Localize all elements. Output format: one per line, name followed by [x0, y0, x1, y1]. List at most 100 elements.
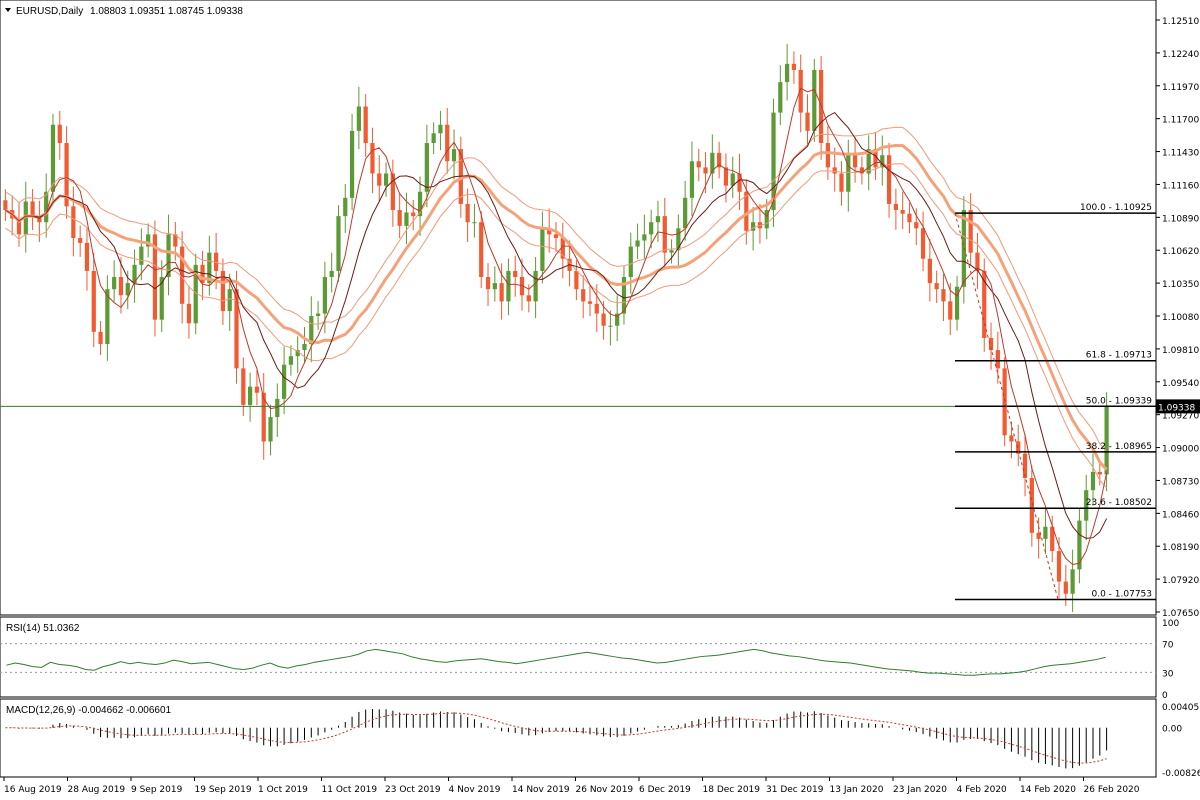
candle-bull: [105, 289, 110, 345]
price-tick-label: 1.10350: [1162, 280, 1199, 290]
candle-bear: [64, 143, 69, 207]
rsi-tick-label: 100: [1162, 619, 1179, 629]
candle-bull: [649, 222, 654, 235]
price-tick-label: 1.11430: [1162, 149, 1199, 159]
candle-bear: [574, 270, 579, 290]
candle-bull: [880, 155, 885, 168]
envelope-upper-line: [5, 126, 1107, 452]
fib-level-label: 100.0 - 1.10925: [1080, 203, 1152, 213]
time-tick-label: 6 Dec 2019: [639, 785, 691, 795]
time-tick-label: 14 Nov 2019: [512, 785, 570, 795]
candle-bear: [907, 213, 912, 223]
price-tick-label: 1.09270: [1162, 412, 1199, 422]
fib-level-label: 61.8 - 1.09713: [1086, 351, 1152, 361]
macd-label: MACD(12,26,9) -0.004662 -0.006601: [6, 705, 172, 716]
candle-bull: [730, 173, 735, 186]
price-layer: [0, 44, 1156, 612]
candle-bear: [662, 216, 667, 253]
candle-bear: [30, 201, 35, 217]
candle-bear: [71, 206, 76, 239]
ma-thick-line: [4, 143, 1108, 471]
candle-bear: [948, 301, 953, 320]
time-tick-label: 28 Aug 2019: [68, 785, 126, 795]
candle-bear: [241, 368, 246, 405]
candle-bear: [363, 106, 368, 144]
price-tick-label: 1.12240: [1162, 50, 1199, 60]
candle-bear: [254, 386, 260, 393]
candle-bull: [1104, 406, 1109, 475]
candle-bull: [227, 289, 232, 312]
candle-bull: [533, 270, 538, 302]
candle-bear: [78, 238, 83, 243]
candle-bull: [615, 313, 620, 326]
candle-bear: [547, 228, 552, 235]
current-price-text: 1.09338: [1158, 403, 1195, 413]
time-tick-label: 26 Nov 2019: [576, 785, 634, 795]
candle-bull: [329, 270, 334, 278]
candle-bear: [479, 222, 484, 278]
candle-bull: [309, 316, 314, 345]
candle-bear: [370, 143, 375, 174]
candle-bull: [417, 191, 423, 217]
candle-bull: [954, 286, 960, 320]
candle-bull: [866, 149, 871, 174]
candle-bear: [465, 203, 470, 223]
time-tick-label: 4 Feb 2020: [957, 785, 1008, 795]
symbol-label: EURUSD,Daily: [16, 6, 83, 17]
candle-bear: [91, 270, 96, 332]
candle-bear: [261, 392, 266, 442]
time-tick-label: 18 Dec 2019: [703, 785, 761, 795]
candle-bull: [540, 228, 545, 271]
candle-bull: [404, 212, 409, 226]
candle-bull: [676, 228, 681, 251]
candle-bull: [146, 234, 151, 247]
candle-bull: [288, 356, 294, 365]
candle-bear: [873, 149, 878, 168]
candle-bear: [1056, 551, 1062, 582]
candle-bear: [886, 155, 892, 204]
candle-bull: [166, 234, 171, 278]
candle-bear: [397, 210, 402, 226]
fib-trend-line: [954, 212, 1059, 600]
candle-bull: [125, 283, 130, 296]
candle-bull: [764, 210, 769, 229]
candle-bear: [839, 173, 844, 192]
price-tick-label: 1.08730: [1162, 477, 1199, 487]
dropdown-triangle-icon[interactable]: [5, 8, 11, 12]
rsi-tick-label: 0: [1162, 691, 1168, 701]
time-tick-label: 11 Oct 2019: [322, 785, 378, 795]
candle-bull: [655, 216, 661, 223]
candle-bear: [1050, 526, 1055, 552]
macd-tick-label: 0.00: [1162, 725, 1182, 735]
candle-bear: [791, 63, 797, 70]
candle-bear: [717, 152, 722, 168]
macd-tick-label: -0.00826: [1162, 769, 1200, 779]
candle-bull: [336, 216, 341, 271]
macd-panel-frame: [0, 698, 1157, 778]
candle-bear: [118, 277, 124, 296]
price-tick-label: 1.08460: [1162, 510, 1199, 520]
price-tick-label: 1.11970: [1162, 83, 1199, 93]
candle-bear: [968, 210, 973, 253]
candle-bull: [771, 112, 776, 211]
candle-bull: [315, 313, 321, 316]
candle-bear: [390, 173, 395, 211]
candle-bear: [723, 167, 729, 186]
candle-bull: [1077, 520, 1082, 570]
candle-bull: [275, 398, 280, 418]
candle-bear: [1097, 471, 1102, 475]
time-tick-label: 23 Oct 2019: [385, 785, 441, 795]
candle-bear: [1022, 453, 1028, 479]
time-tick-label: 13 Jan 2020: [830, 785, 884, 795]
candle-bear: [798, 69, 803, 113]
candle-bull: [451, 149, 457, 162]
time-tick-label: 16 Aug 2019: [4, 785, 62, 795]
candle-bear: [411, 212, 416, 217]
candle-bear: [920, 228, 926, 259]
time-tick-label: 23 Jan 2020: [893, 785, 947, 795]
fib-level-label: 0.0 - 1.07753: [1092, 589, 1153, 599]
candle-bear: [914, 222, 919, 229]
candle-bear: [57, 124, 62, 144]
price-tick-label: 1.09000: [1162, 445, 1199, 455]
